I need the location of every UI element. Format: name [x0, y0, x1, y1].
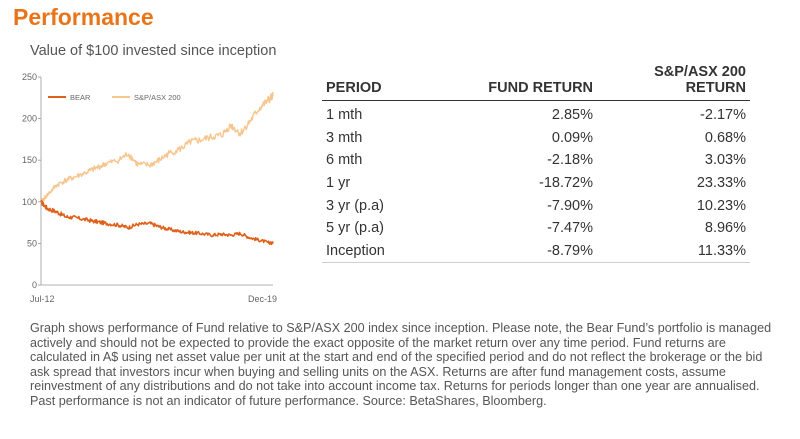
page-title: Performance [13, 4, 154, 30]
fund-return-cell: 0.09% [551, 129, 594, 146]
y-tick-label: 50 [27, 238, 37, 248]
legend-label: S&P/ASX 200 [134, 93, 181, 102]
y-tick-label: 0 [32, 280, 37, 290]
y-tick-label: 150 [22, 155, 37, 165]
y-axis: 0 50 100 150 200 250 [22, 72, 42, 290]
index-return-cell: 3.03% [704, 152, 746, 169]
period-cell: Inception [322, 239, 425, 264]
period-cell: 6 mth [326, 152, 363, 169]
legend-label: BEAR [70, 93, 91, 102]
y-tick-label: 200 [22, 114, 37, 124]
disclaimer-footnote: Graph shows performance of Fund relative… [30, 321, 772, 408]
table-row: 3 mth 0.09% 0.68% [322, 127, 750, 150]
index-return-cell: 8.96% [704, 220, 746, 237]
fund-return-cell: -18.72% [539, 175, 594, 192]
period-cell: 3 mth [326, 129, 363, 146]
fund-return-cell: -7.47% [547, 220, 594, 237]
period-cell: 1 mth [326, 107, 363, 124]
table-row: 1 mth 2.85% -2.17% [322, 101, 750, 127]
x-axis: Jul-12 Dec-19 [30, 284, 277, 304]
table-row: 1 yr -18.72% 23.33% [322, 172, 750, 195]
period-cell: 3 yr (p.a) [326, 197, 385, 214]
chart-legend: BEAR S&P/ASX 200 [48, 93, 181, 102]
period-cell: 5 yr (p.a) [326, 220, 385, 237]
index-return-cell: 10.23% [696, 197, 746, 214]
performance-line-chart: 0 50 100 150 200 250 Jul-12 Dec-19 BEAR S&P/ASX… [22, 72, 277, 304]
column-header-fund-return: FUND RETURN [424, 64, 598, 101]
x-tick-label: Jul-12 [30, 294, 55, 304]
index-return-cell: 0.68% [704, 129, 746, 146]
chart-subtitle: Value of $100 invested since inception [30, 43, 277, 59]
table-row: 5 yr (p.a) -7.47% 8.96% [322, 217, 750, 240]
asx200-series-line [40, 91, 274, 203]
table-row: Inception -8.79% 11.33% [322, 239, 750, 264]
fund-return-cell: 2.85% [551, 107, 594, 124]
bear-series-line [40, 199, 274, 246]
column-header-period: PERIOD [322, 64, 425, 101]
y-tick-label: 100 [22, 197, 37, 207]
x-tick-label: Dec-19 [248, 294, 277, 304]
table-header-row: PERIOD FUND RETURN S&P/ASX 200 RETURN [322, 64, 750, 101]
index-return-cell: 11.33% [597, 239, 750, 264]
column-header-index-return: S&P/ASX 200 RETURN [597, 64, 750, 101]
table-row: 3 yr (p.a) -7.90% 10.23% [322, 194, 750, 217]
fund-return-cell: -2.18% [547, 152, 594, 169]
fund-return-cell: -8.79% [424, 239, 598, 264]
y-tick-label: 250 [22, 72, 37, 82]
series-lines [40, 91, 274, 246]
table-body: 1 mth 2.85% -2.17% 3 mth 0.09% 0.68% 6 mth -2.1… [322, 101, 750, 264]
index-return-cell: -2.17% [700, 107, 746, 124]
period-cell: 1 yr [326, 175, 351, 192]
index-return-cell: 23.33% [696, 175, 746, 192]
performance-table: PERIOD FUND RETURN S&P/ASX 200 RETURN 1 m… [322, 64, 750, 264]
fund-return-cell: -7.90% [547, 197, 594, 214]
table-row: 6 mth -2.18% 3.03% [322, 149, 750, 172]
